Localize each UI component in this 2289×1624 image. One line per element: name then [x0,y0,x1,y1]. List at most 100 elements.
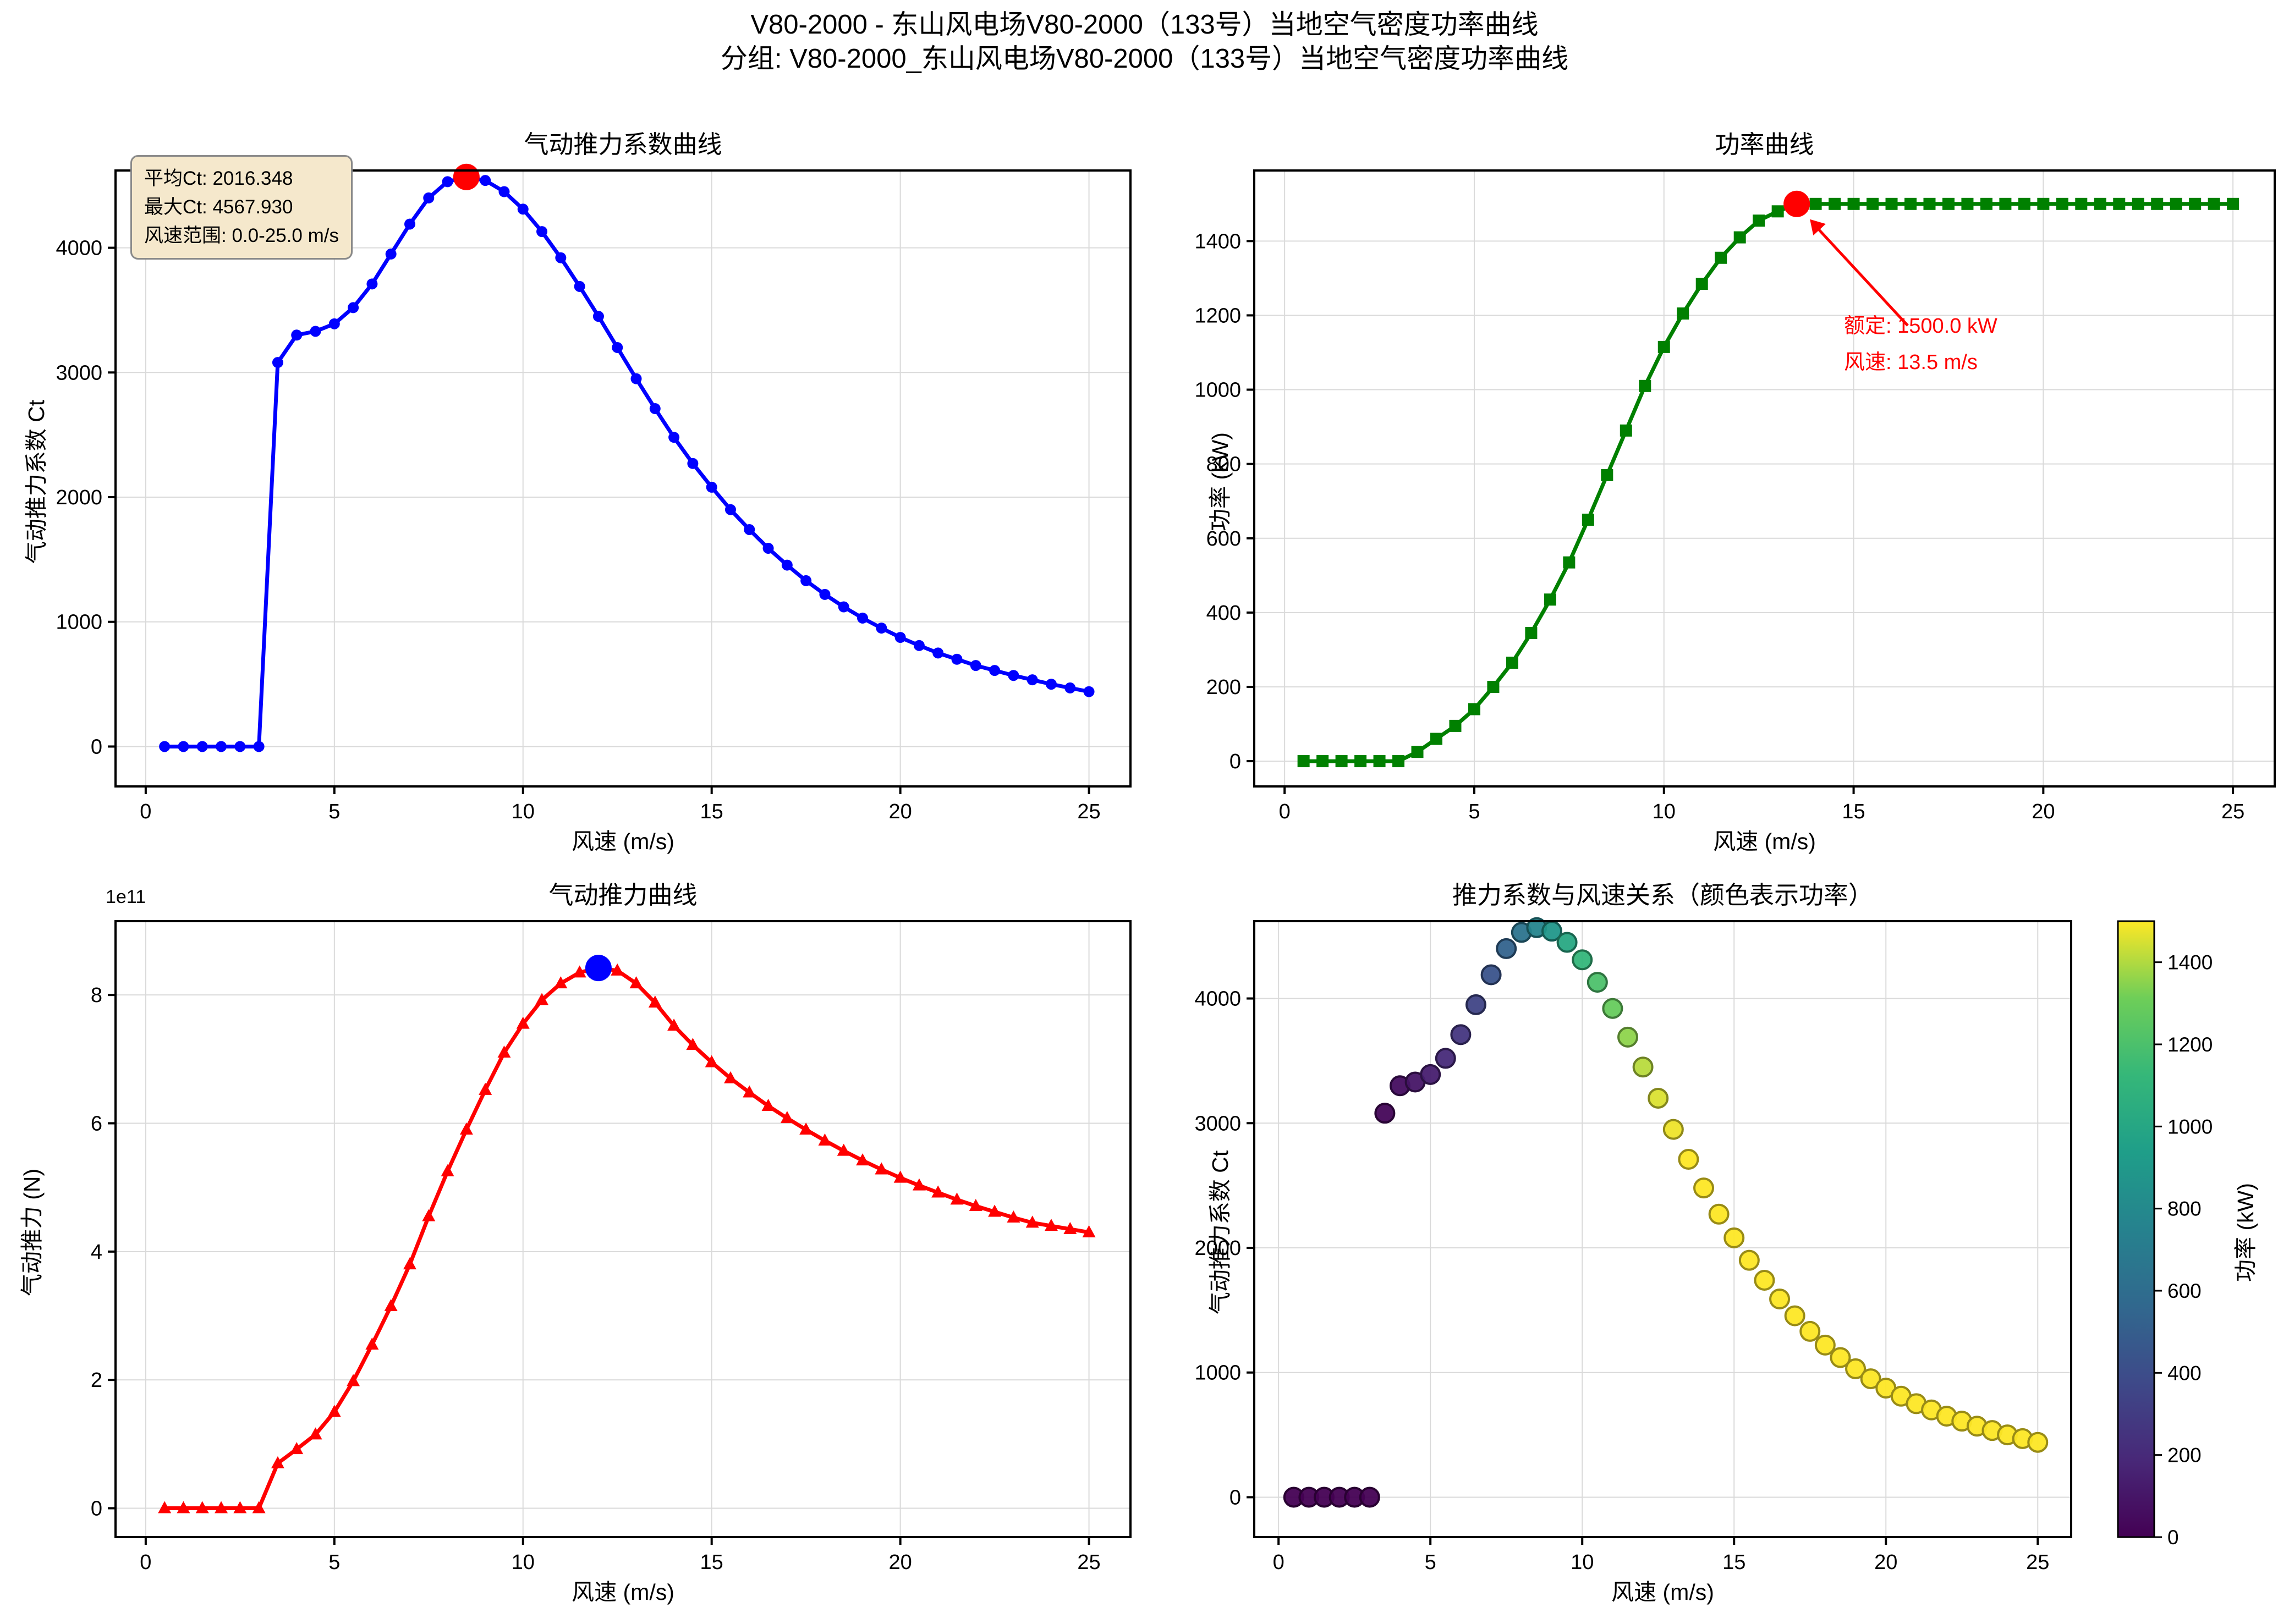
svg-text:5: 5 [328,1551,340,1574]
colorbar-tick-labels: 0 200 400 600 800 1000 1200 1400 [2154,951,2213,1549]
scatter-points [1283,917,2049,1508]
svg-text:1200: 1200 [1194,304,1241,327]
svg-text:2000: 2000 [56,486,102,509]
ct-panel-title: 气动推力系数曲线 [524,130,722,158]
svg-text:0: 0 [140,1551,151,1574]
rated-power-annotation: 额定: 1500.0 kW 风速: 13.5 m/s [1844,308,1997,381]
svg-text:1000: 1000 [1194,1362,1241,1385]
svg-text:25: 25 [1077,800,1100,823]
rated-wind-line: 风速: 13.5 m/s [1844,351,1978,374]
ct-stats-annotation-box: 平均Ct: 2016.348 最大Ct: 4567.930 风速范围: 0.0-… [130,155,353,260]
ct-stats-max: 最大Ct: 4567.930 [144,196,293,218]
svg-text:3000: 3000 [56,361,102,384]
power-xaxis-label: 风速 (m/s) [1713,829,1816,854]
svg-text:10: 10 [512,1551,535,1574]
svg-text:6: 6 [91,1113,102,1136]
power-highlight-marker [1783,190,1810,217]
thrust-panel-title: 气动推力曲线 [548,881,698,909]
thrust-grid [116,921,1130,1537]
ct-axes-frame [114,169,1132,788]
svg-text:0: 0 [1273,1551,1285,1574]
ct-markers [159,171,1095,752]
svg-text:1400: 1400 [1194,230,1241,253]
power-panel-title: 功率曲线 [1715,130,1814,158]
svg-text:600: 600 [2167,1280,2202,1302]
svg-text:400: 400 [2167,1362,2202,1384]
svg-text:200: 200 [1206,676,1241,699]
svg-text:20: 20 [888,1551,912,1574]
svg-text:600: 600 [1206,527,1241,550]
colorbar-label: 功率 (kW) [2233,1183,2258,1282]
scatter-yaxis-label: 气动推力系数 Ct [1207,1150,1233,1315]
svg-text:10: 10 [512,800,535,823]
scatter-tick-labels: 0 5 10 15 20 25 0 1000 2000 3000 4000 [1194,988,2049,1574]
scatter-axes-frame [1253,920,2072,1538]
svg-text:15: 15 [1722,1551,1745,1574]
figure-title-line1: V80-2000 - 东山风电场V80-2000（133号）当地空气密度功率曲线 [750,10,1539,40]
rated-power-line: 额定: 1500.0 kW [1844,315,1997,338]
thrust-highlight-marker [585,955,612,982]
rated-annotation-arrow [1810,219,1909,327]
svg-text:2000: 2000 [1194,1237,1241,1260]
svg-text:0: 0 [2167,1526,2179,1549]
svg-text:25: 25 [1077,1551,1100,1574]
ct-xaxis-label: 风速 (m/s) [572,829,674,854]
svg-text:1000: 1000 [2167,1115,2213,1138]
svg-text:25: 25 [2221,800,2244,823]
scatter-xaxis-label: 风速 (m/s) [1611,1579,1714,1605]
ct-grid [116,170,1130,786]
power-markers [1297,197,2239,768]
svg-text:8: 8 [91,984,102,1007]
svg-text:800: 800 [1206,453,1241,476]
thrust-yaxis-label: 气动推力 (N) [19,1168,45,1297]
svg-text:0: 0 [140,800,151,823]
svg-text:200: 200 [2167,1444,2202,1467]
scatter-grid [1254,921,2071,1537]
svg-text:0: 0 [1229,1486,1241,1509]
svg-text:400: 400 [1206,602,1241,625]
ct-power-scatter-plot: 0 5 10 15 20 25 0 1000 2000 3000 4000 0 200 400 600 800… [1194,917,2213,1574]
ct-highlight-marker [453,163,480,190]
svg-text:25: 25 [2026,1551,2049,1574]
ct-tick-labels: 0 5 10 15 20 25 0 1000 2000 3000 4000 [56,237,1100,823]
ct-line [164,175,1090,748]
svg-text:0: 0 [1279,800,1291,823]
svg-text:5: 5 [1468,800,1480,823]
thrust-axes-frame [114,920,1132,1538]
svg-text:20: 20 [1874,1551,1897,1574]
ct-curve-plot: 0 5 10 15 20 25 0 1000 2000 3000 4000 [56,163,1132,823]
svg-text:20: 20 [888,800,912,823]
ct-stats-range: 风速范围: 0.0-25.0 m/s [144,225,339,246]
svg-text:15: 15 [700,1551,723,1574]
svg-text:2: 2 [91,1369,102,1392]
thrust-tick-labels: 0 5 10 15 20 25 0 2 4 6 8 [91,984,1101,1574]
svg-text:10: 10 [1653,800,1676,823]
svg-text:4: 4 [91,1241,102,1264]
svg-text:1000: 1000 [56,611,102,634]
svg-text:4000: 4000 [1194,988,1241,1011]
power-grid [1254,170,2275,786]
svg-text:10: 10 [1571,1551,1594,1574]
svg-text:5: 5 [328,800,340,823]
svg-text:5: 5 [1425,1551,1436,1574]
thrust-curve-plot: 0 5 10 15 20 25 0 2 4 6 8 [91,920,1132,1574]
svg-text:3000: 3000 [1194,1112,1241,1135]
power-curve-plot: 0 5 10 15 20 25 0 200 400 600 800 1000 1200 1400 [1194,169,2276,823]
svg-text:1400: 1400 [2167,951,2213,974]
power-tick-labels: 0 5 10 15 20 25 0 200 400 600 800 1000 1200 1400 [1194,230,2244,823]
svg-text:1000: 1000 [1194,379,1241,402]
scatter-panel-title: 推力系数与风速关系（颜色表示功率） [1452,881,1873,909]
svg-text:0: 0 [1229,750,1241,773]
power-line [1303,202,2233,763]
thrust-line [164,966,1090,1510]
thrust-markers [158,961,1096,1513]
ct-stats-mean: 平均Ct: 2016.348 [144,168,293,189]
svg-text:0: 0 [91,735,102,758]
power-axes-frame [1253,169,2276,788]
svg-text:4000: 4000 [56,237,102,260]
svg-text:1200: 1200 [2167,1033,2213,1056]
thrust-scale-offset-label: 1e11 [106,887,146,907]
power-colorbar [2117,920,2155,1538]
power-yaxis-label: 功率 (kW) [1207,432,1233,531]
